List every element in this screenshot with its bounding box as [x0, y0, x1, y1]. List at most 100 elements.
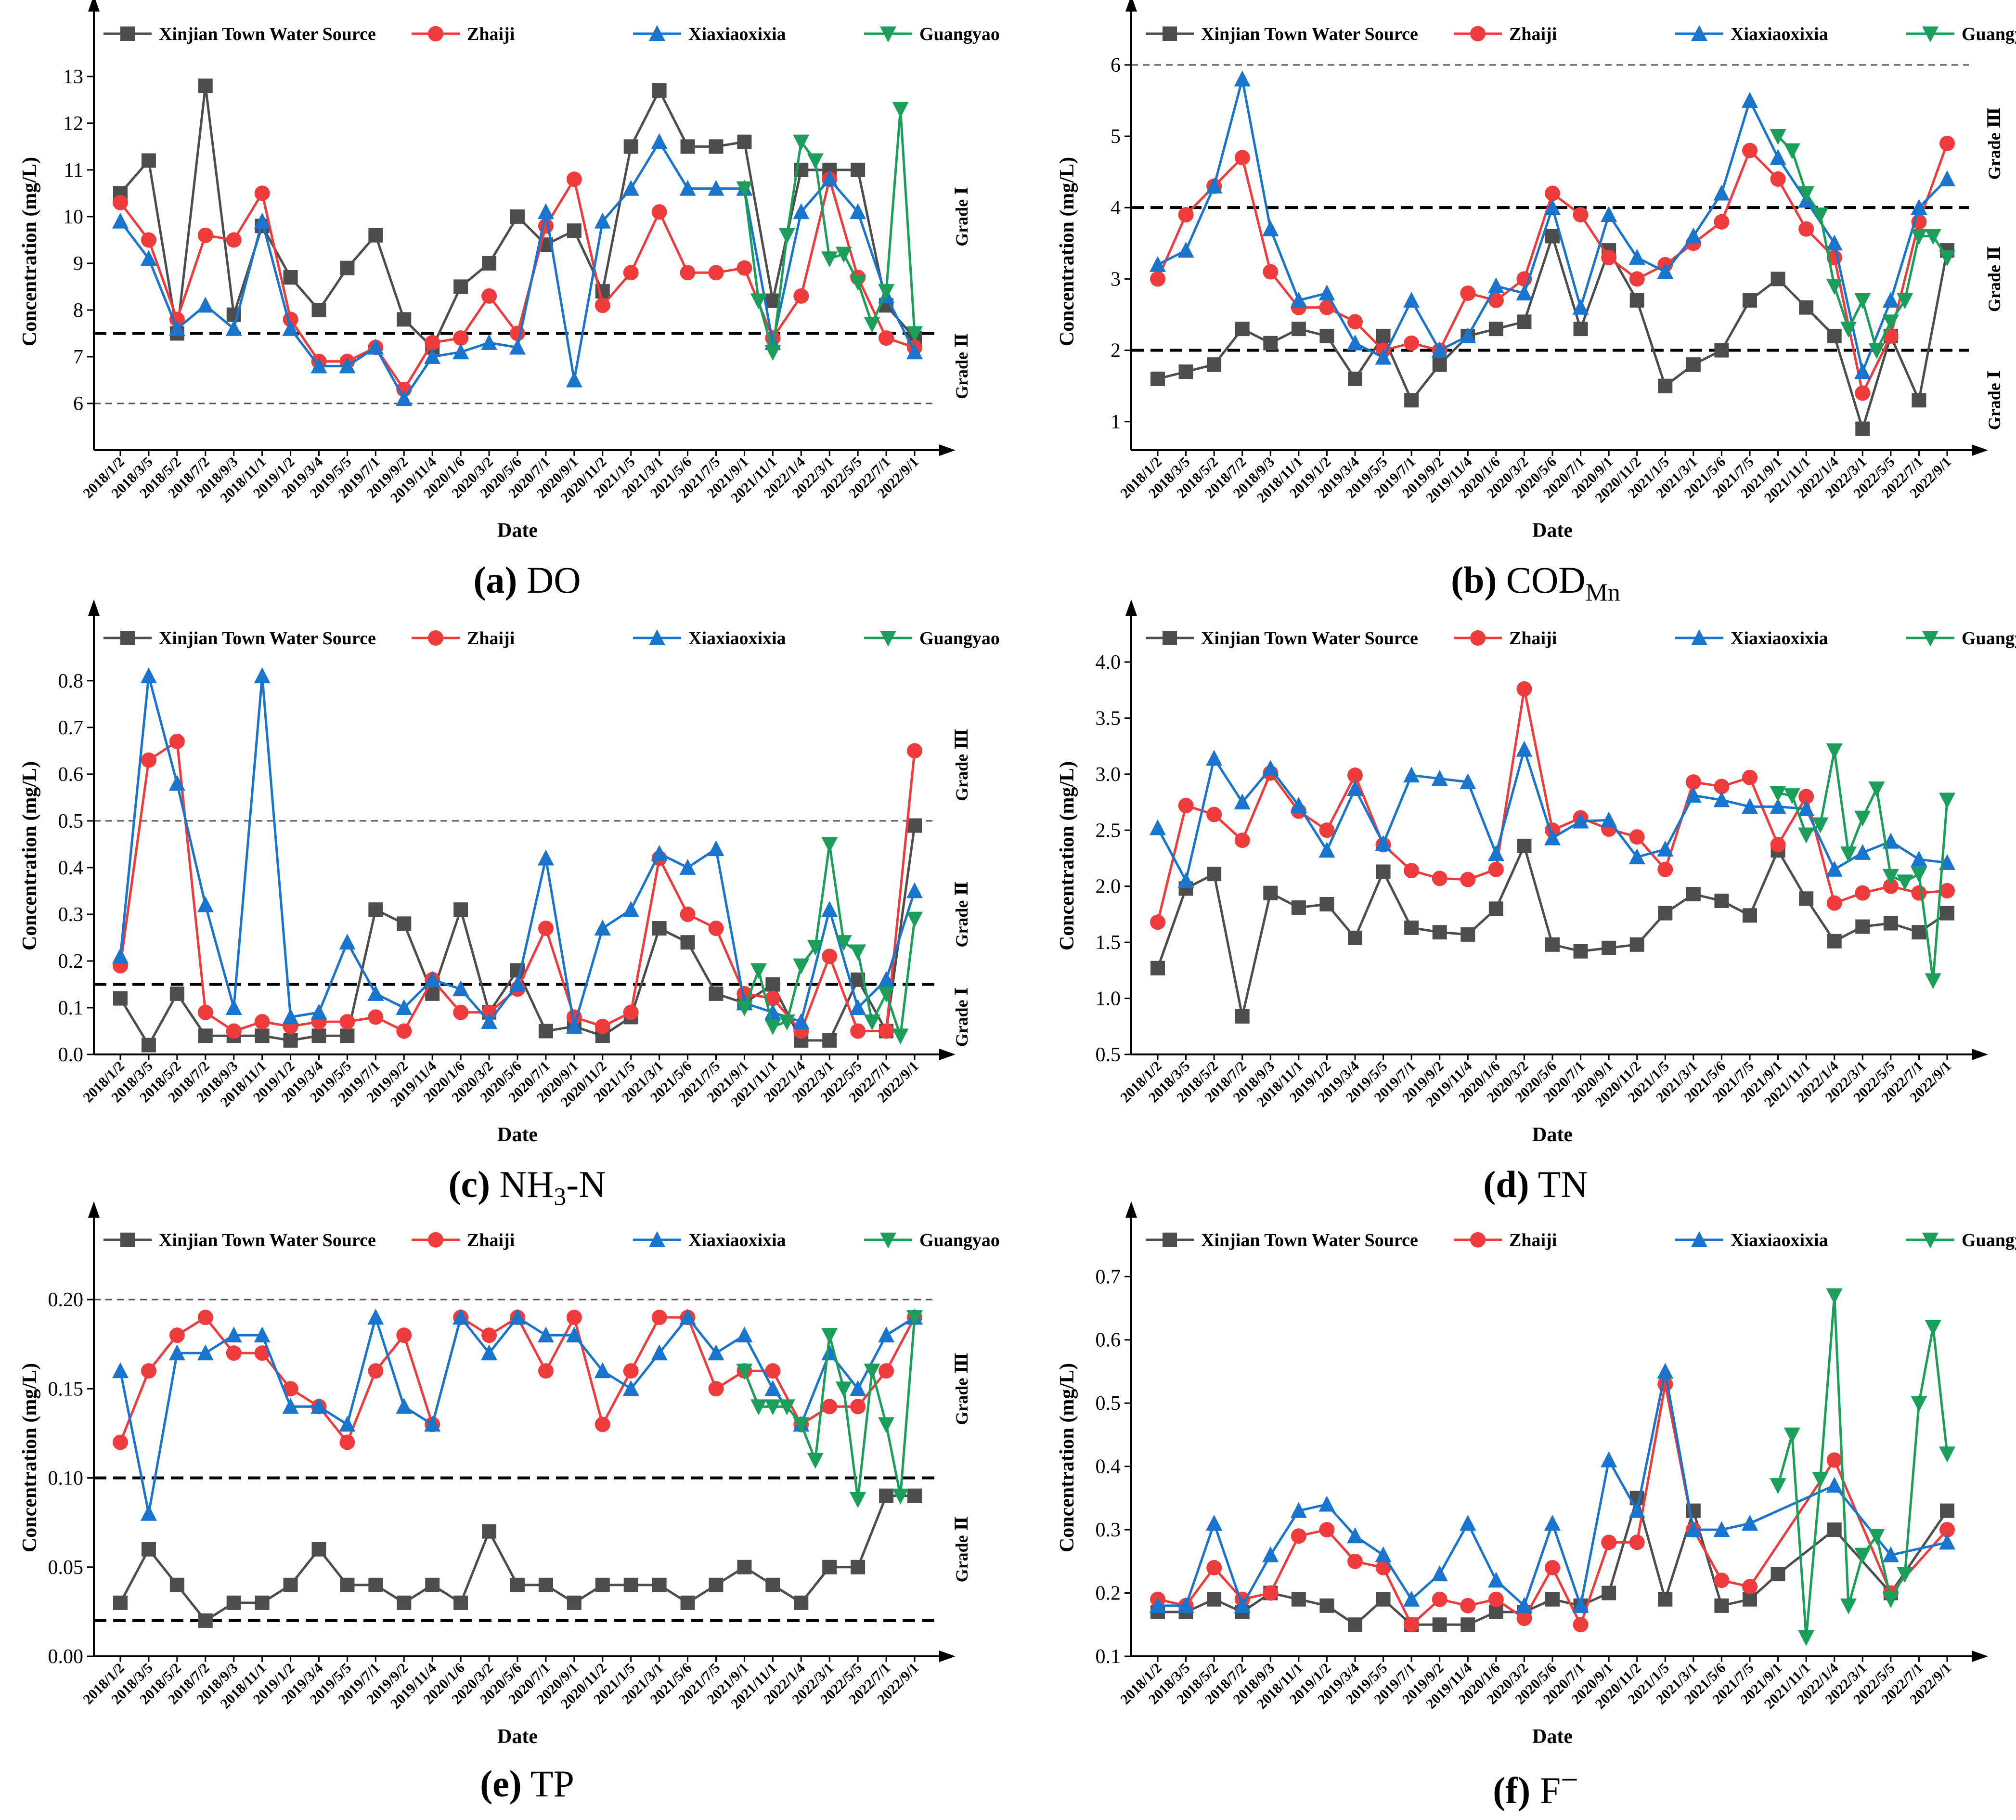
- data-point-guangyao: [1854, 1547, 1871, 1564]
- data-point-xiaxiaoxixia: [396, 390, 413, 406]
- data-point-xinjian: [1376, 1592, 1391, 1607]
- data-point-xiaxiaoxixia: [1939, 170, 1955, 186]
- data-point-xinjian: [368, 228, 383, 243]
- data-point-zhaiji: [1573, 207, 1589, 222]
- data-point-xiaxiaoxixia: [1347, 1527, 1363, 1544]
- data-point-xinjian: [652, 1577, 667, 1592]
- y-tick-label: 6: [73, 393, 83, 415]
- data-point-xinjian: [851, 162, 866, 177]
- data-point-zhaiji: [169, 312, 185, 327]
- data-point-xinjian: [1799, 300, 1814, 315]
- data-point-xiaxiaoxixia: [424, 1416, 441, 1432]
- data-point-xinjian: [1207, 867, 1222, 882]
- data-point-xiaxiaoxixia: [566, 1017, 582, 1034]
- legend-marker-zhaiji: [428, 630, 443, 646]
- data-point-xiaxiaoxixia: [367, 1309, 384, 1325]
- data-point-guangyao: [1939, 793, 1955, 809]
- data-point-guangyao: [764, 1019, 781, 1035]
- data-point-zhaiji: [1714, 214, 1730, 230]
- data-point-xiaxiaoxixia: [310, 1398, 327, 1414]
- data-point-guangyao: [1840, 1598, 1857, 1614]
- y-tick-label: 0.3: [58, 904, 84, 926]
- data-point-zhaiji: [594, 298, 610, 313]
- data-point-xiaxiaoxixia: [254, 1326, 271, 1343]
- data-point-guangyao: [1783, 788, 1800, 805]
- y-tick-label: 1.0: [1096, 988, 1121, 1010]
- data-point-xiaxiaoxixia: [1318, 285, 1335, 300]
- legend-label-xiaxiaoxixia: Xiaxiaoxixia: [1731, 1230, 1828, 1250]
- data-point-xiaxiaoxixia: [708, 1344, 724, 1361]
- data-point-xiaxiaoxixia: [1262, 1546, 1279, 1562]
- legend-label-zhaiji: Zhaiji: [1509, 24, 1557, 44]
- data-point-xinjian: [198, 1028, 213, 1043]
- data-point-xiaxiaoxixia: [1657, 263, 1674, 279]
- data-point-guangyao: [793, 1417, 810, 1433]
- data-point-zhaiji: [1657, 861, 1673, 877]
- data-point-xiaxiaoxixia: [168, 775, 185, 791]
- data-point-zhaiji: [538, 218, 554, 234]
- data-point-xinjian: [1602, 1586, 1616, 1600]
- legend-label-guangyao: Guangyao: [1962, 24, 2016, 44]
- data-point-xinjian: [169, 1577, 184, 1592]
- data-point-guangyao: [1783, 143, 1800, 159]
- data-point-xiaxiaoxixia: [537, 849, 554, 866]
- data-point-xiaxiaoxixia: [1460, 773, 1476, 790]
- legend-label-guangyao: Guangyao: [1962, 628, 2016, 649]
- data-point-guangyao: [1854, 293, 1871, 309]
- data-point-xiaxiaoxixia: [225, 1326, 242, 1343]
- data-point-xiaxiaoxixia: [1770, 149, 1786, 165]
- data-point-guangyao: [793, 134, 810, 151]
- y-axis-arrow: [88, 0, 100, 12]
- data-point-zhaiji: [1939, 1522, 1955, 1538]
- x-axis-title: Date: [497, 520, 538, 542]
- data-point-zhaiji: [1347, 314, 1363, 330]
- data-point-zhaiji: [765, 990, 781, 1006]
- data-point-xiaxiaoxixia: [1713, 184, 1730, 201]
- grade-label: Grade Ⅱ: [1985, 246, 2004, 312]
- data-point-guangyao: [736, 181, 753, 197]
- data-point-xinjian: [1658, 378, 1673, 393]
- data-point-xinjian: [1319, 328, 1334, 343]
- data-point-guangyao: [1911, 1396, 1927, 1412]
- y-tick-label: 3.0: [1096, 764, 1121, 786]
- data-point-xiaxiaoxixia: [594, 920, 611, 936]
- data-point-zhaiji: [339, 1434, 355, 1450]
- data-point-guangyao: [1882, 869, 1899, 885]
- data-point-xiaxiaoxixia: [1544, 1514, 1561, 1531]
- legend-marker-xinjian: [1163, 631, 1177, 645]
- legend-marker-guangyao: [880, 1233, 896, 1248]
- data-point-xinjian: [453, 279, 468, 294]
- data-point-xiaxiaoxixia: [1544, 829, 1561, 845]
- data-point-xiaxiaoxixia: [594, 212, 611, 229]
- data-point-xinjian: [765, 1577, 780, 1592]
- y-tick-label: 0.5: [1096, 1044, 1121, 1066]
- data-point-xinjian: [1827, 1522, 1842, 1537]
- data-point-xiaxiaoxixia: [1939, 1534, 1955, 1550]
- data-point-xiaxiaoxixia: [1318, 842, 1335, 858]
- data-point-xinjian: [765, 977, 780, 992]
- y-tick-label: 5: [1111, 126, 1121, 148]
- data-point-guangyao: [878, 284, 895, 300]
- data-point-xiaxiaoxixia: [1657, 1363, 1674, 1379]
- data-point-xiaxiaoxixia: [1460, 1514, 1476, 1531]
- data-point-xiaxiaoxixia: [1770, 798, 1786, 814]
- data-point-zhaiji: [453, 1004, 469, 1020]
- chart-b: 1234562018/1/22018/3/52018/5/22018/7/220…: [1056, 0, 2016, 542]
- data-point-xiaxiaoxixia: [1234, 1597, 1251, 1613]
- data-point-xiaxiaoxixia: [1544, 199, 1561, 215]
- data-point-xiaxiaoxixia: [509, 975, 526, 992]
- data-point-guangyao: [850, 944, 866, 961]
- data-point-guangyao: [1911, 229, 1927, 245]
- legend-marker-zhaiji: [428, 1232, 443, 1248]
- legend-marker-xinjian: [1163, 1233, 1177, 1247]
- grade-label: Grade Ⅲ: [952, 1352, 971, 1425]
- y-tick-label: 13: [63, 66, 83, 88]
- grade-label: Grade Ⅱ: [952, 333, 971, 399]
- y-tick-label: 2.5: [1096, 819, 1121, 842]
- data-point-zhaiji: [1375, 1560, 1391, 1575]
- y-tick-label: 4: [1111, 197, 1121, 219]
- data-point-zhaiji: [1488, 1591, 1504, 1607]
- legend: Xinjian Town Water Source Zhaiji Xiaxiaoxi…: [1146, 24, 2016, 44]
- data-point-xinjian: [851, 1560, 866, 1574]
- data-point-xiaxiaoxixia: [651, 845, 668, 861]
